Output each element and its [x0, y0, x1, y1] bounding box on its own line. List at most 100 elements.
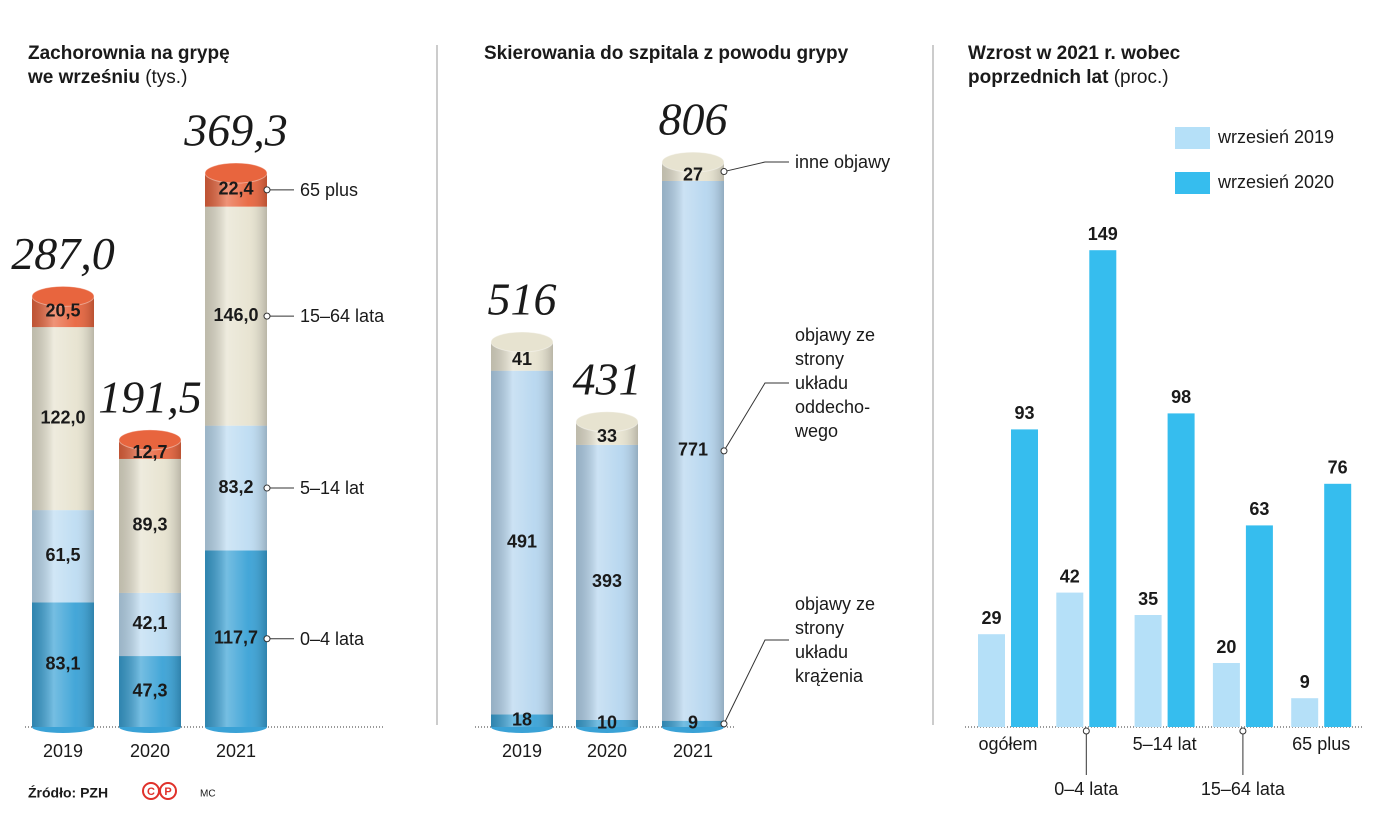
shading — [576, 421, 638, 727]
unit: (proc.) — [1113, 67, 1169, 88]
bar — [1212, 663, 1240, 727]
cylinder-top — [31, 285, 95, 307]
leader-dot — [263, 312, 271, 320]
total-label: 287,0 — [11, 228, 115, 279]
value-label: 63 — [1249, 499, 1269, 519]
total-label: 431 — [573, 353, 642, 404]
chart-title: Wzrost w 2021 r. wobec poprzednich lat (… — [968, 42, 1196, 90]
value-label: 83,1 — [45, 653, 80, 673]
value-label: 35 — [1138, 589, 1158, 609]
x-tick-label: 15–64 lata — [1201, 779, 1286, 799]
leader-dot — [1082, 727, 1090, 735]
x-tick-label: 5–14 lat — [1133, 734, 1197, 754]
value-label: 20 — [1216, 637, 1236, 657]
cylinder-top — [204, 162, 268, 184]
legend-label: inne objawy — [795, 152, 891, 172]
unit: (tys.) — [145, 67, 188, 88]
value-label: 18 — [512, 709, 532, 729]
value-label: 22,4 — [218, 179, 253, 199]
value-label: 146,0 — [213, 305, 258, 325]
total-label: 191,5 — [98, 371, 202, 422]
cylinder-top — [661, 151, 725, 173]
credit: MC — [200, 789, 216, 800]
legend-label: wrzesień 2020 — [1217, 172, 1334, 192]
legend-label: 65 plus — [300, 179, 359, 200]
legend-label: wrzesień 2019 — [1217, 127, 1334, 147]
value-label: 9 — [688, 713, 698, 733]
shading — [662, 162, 724, 728]
legend-swatch — [1175, 172, 1210, 194]
shading — [119, 439, 181, 727]
value-label: 93 — [1014, 403, 1034, 423]
legend-swatch — [1175, 127, 1210, 149]
title-text: Zachorownia na grypę we wrześniu — [28, 43, 230, 88]
leader-dot — [720, 168, 728, 176]
bar — [1324, 483, 1352, 727]
bar — [1089, 250, 1117, 727]
value-label: 149 — [1088, 224, 1118, 244]
value-label: 76 — [1328, 458, 1348, 478]
value-label: 12,7 — [132, 442, 167, 462]
value-label: 491 — [507, 531, 537, 551]
x-tick-label: 2019 — [43, 741, 83, 761]
value-label: 33 — [597, 426, 617, 446]
leader-dot — [720, 720, 728, 728]
bar — [1134, 615, 1162, 727]
legend-label: 15–64 lata — [300, 306, 385, 327]
value-label: 771 — [678, 440, 708, 460]
legend-label: 0–4 lata — [300, 628, 365, 649]
value-label: 20,5 — [45, 300, 80, 320]
shading — [32, 296, 94, 727]
value-label: 29 — [981, 608, 1001, 628]
total-label: 516 — [488, 274, 557, 325]
value-label: 61,5 — [45, 545, 80, 565]
logo-letter: C — [147, 786, 155, 798]
value-label: 89,3 — [132, 515, 167, 535]
x-tick-label: 2021 — [216, 741, 256, 761]
shading — [205, 173, 267, 728]
x-tick-label: ogółem — [978, 734, 1037, 754]
value-label: 42 — [1060, 566, 1080, 586]
bar — [1011, 429, 1038, 727]
value-label: 122,0 — [40, 407, 85, 427]
cylinder-top — [490, 331, 554, 353]
title-text: Wzrost w 2021 r. wobec poprzednich lat — [968, 43, 1181, 88]
leader-line — [723, 382, 789, 452]
source: Źródło: PZH — [28, 785, 108, 801]
value-label: 10 — [597, 712, 617, 732]
bar — [1167, 413, 1195, 727]
x-tick-label: 2020 — [587, 741, 627, 761]
value-label: 47,3 — [132, 680, 167, 700]
chart-title: Skierowania do szpitala z powodu grypy — [484, 42, 848, 66]
cylinder-top — [118, 429, 182, 451]
value-label: 41 — [512, 349, 532, 369]
value-label: 42,1 — [132, 613, 167, 633]
shading — [491, 342, 553, 727]
bar — [1056, 592, 1084, 727]
leader-dot — [1239, 727, 1247, 735]
value-label: 27 — [683, 164, 703, 184]
bar — [1291, 698, 1319, 727]
leader-dot — [263, 635, 271, 643]
value-label: 9 — [1300, 672, 1310, 692]
leader-dot — [720, 447, 728, 455]
logo-letter: P — [164, 786, 171, 798]
leader-dot — [263, 186, 271, 194]
cylinder-top — [575, 411, 639, 433]
x-tick-label: 2019 — [502, 741, 542, 761]
legend-label: objawy ze strony układu oddecho-wego — [795, 325, 876, 441]
bar — [1245, 525, 1273, 727]
total-label: 806 — [659, 94, 728, 145]
leader-line — [723, 639, 789, 725]
bar — [978, 634, 1005, 727]
logo-circle — [159, 782, 177, 800]
legend-label: 5–14 lat — [300, 478, 365, 499]
value-label: 83,2 — [218, 477, 253, 497]
value-label: 98 — [1171, 387, 1191, 407]
x-tick-label: 65 plus — [1292, 734, 1350, 754]
x-tick-label: 2021 — [673, 741, 713, 761]
leader-dot — [263, 484, 271, 492]
x-tick-label: 0–4 lata — [1054, 779, 1119, 799]
leader-line — [723, 161, 789, 173]
